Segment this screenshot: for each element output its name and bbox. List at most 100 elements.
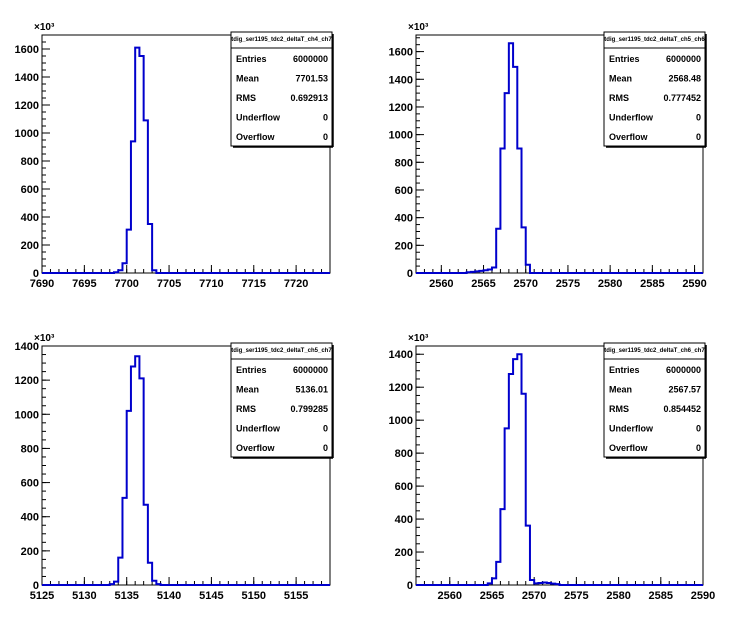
stats-box-frame (603, 31, 706, 147)
stats-value-entries: 6000000 (293, 54, 328, 64)
stats-box: tdig_ser1195_tdc2_deltaT_ch5_ch6 Entries 6… (603, 31, 707, 148)
stats-key-overflow: Overflow (236, 132, 276, 142)
stats-value-rms: 0.692913 (290, 93, 328, 103)
stats-value-overflow: 0 (323, 132, 328, 142)
y-tick-label: 600 (21, 184, 39, 196)
x-tick-label: 7695 (72, 278, 96, 290)
stats-key-entries: Entries (609, 365, 640, 375)
stats-value-rms: 0.854452 (663, 404, 701, 414)
stats-key-underflow: Underflow (236, 113, 281, 123)
stats-value-rms: 0.799285 (290, 404, 328, 414)
y-tick-label: 600 (395, 185, 413, 197)
stats-value-entries: 6000000 (666, 54, 701, 64)
x-tick-label: 7710 (199, 278, 223, 290)
stats-key-overflow: Overflow (609, 443, 649, 453)
y-tick-label: 0 (407, 580, 413, 592)
stats-box-title: tdig_ser1195_tdc2_deltaT_ch6_ch7 (604, 348, 705, 354)
stats-value-mean: 2568.48 (668, 74, 701, 84)
y-exponent-label: ×10³ (34, 333, 55, 344)
y-tick-label: 600 (21, 478, 39, 490)
x-tick-label: 2580 (598, 278, 622, 290)
y-tick-label: 1600 (15, 44, 39, 56)
x-tick-label: 2590 (691, 590, 715, 602)
stats-key-underflow: Underflow (609, 113, 654, 123)
stats-box: tdig_ser1195_tdc2_deltaT_ch4_ch7 Entries 6… (230, 31, 334, 148)
y-exponent-label: ×10³ (34, 22, 55, 33)
y-tick-label: 1400 (389, 74, 413, 86)
stats-value-entries: 6000000 (293, 365, 328, 375)
stats-value-entries: 6000000 (666, 365, 701, 375)
y-tick-label: 0 (33, 268, 39, 280)
stats-box-frame (230, 31, 333, 147)
stats-key-mean: Mean (236, 74, 259, 84)
stats-box-frame (230, 342, 333, 458)
x-tick-label: 2580 (606, 590, 630, 602)
y-tick-label: 200 (395, 547, 413, 559)
y-tick-label: 0 (407, 268, 413, 280)
stats-box: tdig_ser1195_tdc2_deltaT_ch6_ch7 Entries 6… (603, 342, 707, 459)
histogram-series (416, 353, 703, 586)
x-tick-label: 5125 (30, 590, 54, 602)
stats-key-rms: RMS (609, 404, 629, 414)
x-tick-label: 5135 (114, 590, 138, 602)
y-tick-label: 800 (21, 156, 39, 168)
x-tick-label: 2565 (480, 590, 504, 602)
x-tick-label: 2575 (556, 278, 580, 290)
stats-box-title: tdig_ser1195_tdc2_deltaT_ch4_ch7 (231, 37, 332, 43)
stats-value-underflow: 0 (696, 113, 701, 123)
x-tick-label: 2570 (522, 590, 546, 602)
x-tick-label: 2585 (640, 278, 664, 290)
y-tick-label: 1200 (15, 100, 39, 112)
x-tick-label: 2565 (471, 278, 495, 290)
stats-value-underflow: 0 (323, 113, 328, 123)
stats-key-mean: Mean (609, 74, 632, 84)
stats-value-mean: 7701.53 (295, 74, 328, 84)
stats-value-underflow: 0 (696, 424, 701, 434)
y-tick-label: 1200 (389, 382, 413, 394)
histogram-series (42, 355, 330, 586)
y-tick-label: 200 (21, 546, 39, 558)
stats-key-overflow: Overflow (236, 443, 276, 453)
y-tick-label: 800 (21, 443, 39, 455)
stats-key-entries: Entries (236, 365, 267, 375)
y-tick-label: 1200 (15, 375, 39, 387)
x-tick-label: 7705 (157, 278, 181, 290)
y-tick-label: 800 (395, 157, 413, 169)
stats-value-overflow: 0 (323, 443, 328, 453)
histogram-panel-3: 0 200 400 600 800 1000 1200 1400×10³ 5125 5130 513… (15, 333, 334, 602)
stats-key-entries: Entries (609, 54, 640, 64)
histogram-panel-1: 0 200 400 600 800 1000 1200 1400 1600 ×10³ 7690 769… (15, 22, 334, 290)
x-tick-label: 2570 (513, 278, 537, 290)
stats-value-overflow: 0 (696, 132, 701, 142)
x-tick-label: 7720 (284, 278, 308, 290)
stats-key-rms: RMS (236, 404, 256, 414)
y-tick-label: 400 (21, 512, 39, 524)
x-tick-label: 5150 (242, 590, 266, 602)
x-tick-label: 2590 (682, 278, 706, 290)
stats-box: tdig_ser1195_tdc2_deltaT_ch5_ch7 Entries 6… (230, 342, 334, 459)
x-tick-label: 2560 (438, 590, 462, 602)
x-tick-label: 2585 (649, 590, 673, 602)
y-tick-label: 1400 (15, 341, 39, 353)
y-tick-label: 0 (33, 580, 39, 592)
stats-key-rms: RMS (609, 93, 629, 103)
y-tick-label: 1400 (389, 349, 413, 361)
y-tick-label: 400 (21, 212, 39, 224)
x-tick-label: 2575 (564, 590, 588, 602)
histogram-series (416, 42, 703, 274)
x-tick-label: 7700 (114, 278, 138, 290)
x-tick-label: 5145 (199, 590, 223, 602)
x-tick-label: 5155 (284, 590, 308, 602)
stats-key-entries: Entries (236, 54, 267, 64)
x-tick-label: 5130 (72, 590, 96, 602)
stats-key-overflow: Overflow (609, 132, 649, 142)
x-tick-label: 2560 (429, 278, 453, 290)
y-tick-label: 400 (395, 213, 413, 225)
stats-value-mean: 5136.01 (295, 385, 328, 395)
y-tick-label: 800 (395, 448, 413, 460)
histogram-panel-4: 0 200 400 600 800 1000 1200 1400 ×10³ 2560 2565 257… (389, 333, 716, 602)
stats-value-overflow: 0 (696, 443, 701, 453)
stats-box-title: tdig_ser1195_tdc2_deltaT_ch5_ch6 (604, 37, 705, 43)
histogram-panel-2: 0 200 400 600 800 1000 1200 1400 1600 ×10³ 2560 256… (389, 22, 707, 290)
